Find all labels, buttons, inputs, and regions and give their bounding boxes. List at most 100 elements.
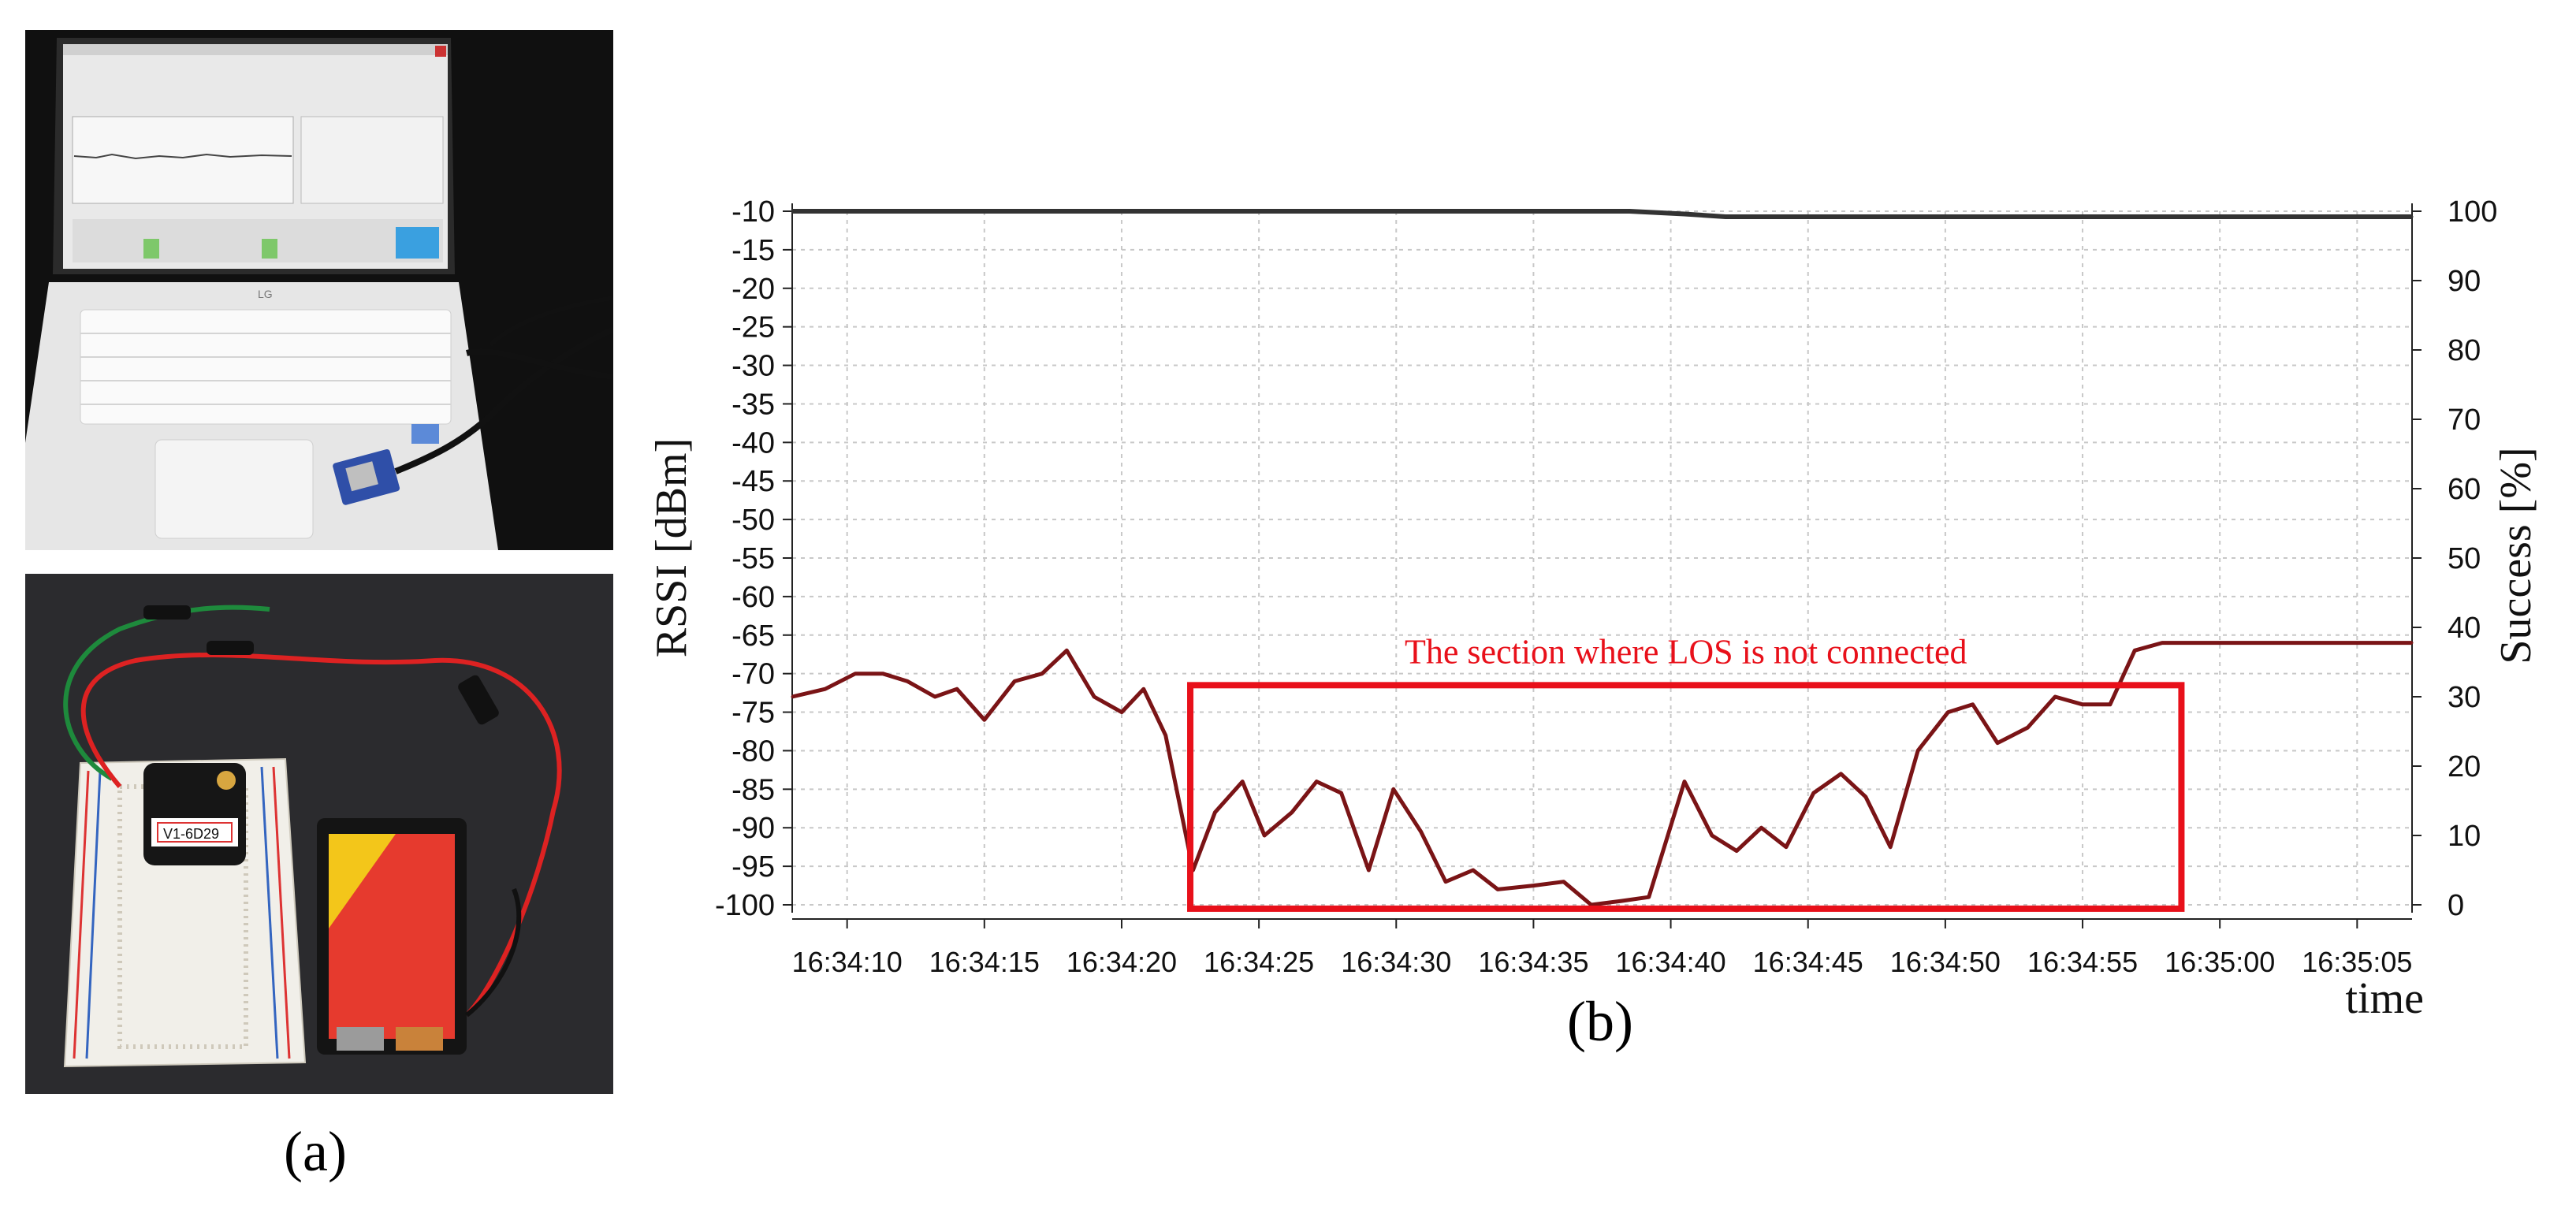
annotation-layer: The section where LOS is not connected <box>1187 632 2185 912</box>
data-point-rssi <box>1263 834 1266 837</box>
data-point-success <box>1724 215 1727 218</box>
right-y-tick-label: 50 <box>2448 542 2481 575</box>
data-point-rssi <box>1647 895 1651 899</box>
x-tick-label: 16:34:30 <box>1341 946 1451 978</box>
x-ticks: 16:34:10 16:34:15 16:34:20 16:34:25 16:34:30… <box>792 946 2413 978</box>
data-point-success <box>791 210 794 213</box>
data-point-rssi <box>2053 695 2057 698</box>
x-tick-label: 16:34:10 <box>792 946 903 978</box>
data-point-rssi <box>983 718 986 721</box>
data-point-rssi <box>1735 850 1738 853</box>
data-point-rssi <box>1946 711 1949 714</box>
data-point-rssi <box>1241 780 1244 783</box>
left-y-tick-label: -65 <box>731 620 775 653</box>
data-point-rssi <box>1093 695 1096 698</box>
left-y-tick-label: -80 <box>731 735 775 768</box>
left-y-tick-label: -90 <box>731 812 775 845</box>
right-y-tick-label: 0 <box>2448 889 2464 922</box>
x-tick-label: 16:35:00 <box>2165 946 2275 978</box>
data-point-rssi <box>1971 703 1975 706</box>
data-point-rssi <box>1889 846 1892 849</box>
x-tick-label: 16:34:55 <box>2027 946 2138 978</box>
data-point-rssi <box>2081 703 2084 706</box>
x-tick-label: 16:34:15 <box>929 946 1040 978</box>
data-point-rssi <box>2246 642 2249 645</box>
data-point-rssi <box>2216 642 2219 645</box>
data-point-rssi <box>1420 830 1423 833</box>
left-y-tick-label: -85 <box>731 773 775 806</box>
data-point-rssi <box>1367 869 1370 872</box>
series-line-success <box>792 209 2412 219</box>
data-point-rssi <box>1444 880 1447 884</box>
left-y-tick-label: -35 <box>731 388 775 421</box>
laptop-brand-text: LG <box>258 288 273 300</box>
left-y-tick-label: -75 <box>731 697 775 730</box>
right-y-tick-label: 90 <box>2448 265 2481 298</box>
left-y-tick-label: -10 <box>731 195 775 229</box>
data-point-rssi <box>2383 642 2386 645</box>
data-point-rssi <box>1164 734 1167 737</box>
data-point-success <box>2410 215 2414 218</box>
data-point-rssi <box>1340 791 1343 794</box>
data-point-rssi <box>1065 649 1068 652</box>
module-label-text: V1-6D29 <box>163 826 219 842</box>
x-axis-title: time <box>2345 974 2424 1023</box>
data-point-rssi <box>1213 811 1216 814</box>
breadboard-photo-graphic: V1-6D29 <box>25 574 613 1094</box>
data-point-rssi <box>2133 649 2136 652</box>
data-point-rssi <box>1120 711 1123 714</box>
data-point-rssi <box>1562 880 1565 884</box>
right-y-tick-label: 80 <box>2448 334 2481 367</box>
x-tick-label: 16:34:35 <box>1478 946 1588 978</box>
right-y-tick-label: 60 <box>2448 473 2481 506</box>
left-y-tick-label: -40 <box>731 426 775 460</box>
caption-b: (b) <box>1567 990 1633 1053</box>
data-point-rssi <box>1760 826 1763 829</box>
x-tick-label: 16:34:45 <box>1753 946 1863 978</box>
series-lines <box>791 209 2414 907</box>
annotation-text: The section where LOS is not connected <box>1405 632 1967 671</box>
right-y-tick-label: 100 <box>2448 195 2497 229</box>
right-y-tick-label: 70 <box>2448 404 2481 437</box>
data-point-rssi <box>1532 884 1535 887</box>
data-point-rssi <box>1711 834 1714 837</box>
data-point-rssi <box>1620 899 1623 902</box>
data-point-rssi <box>824 687 827 690</box>
breadboard-setup-photo: V1-6D29 <box>25 574 613 1094</box>
left-y-ticks: -10 -15 -20 -25 -30 -35 -40 -45 -50 -55 -60 -65 -70 -… <box>715 195 775 922</box>
laptop-setup-photo: LG <box>25 30 613 550</box>
data-point-rssi <box>881 672 884 675</box>
left-y-tick-label: -50 <box>731 504 775 537</box>
data-point-rssi <box>2161 642 2164 645</box>
data-point-rssi <box>854 672 857 675</box>
laptop-photo-graphic: LG <box>25 30 613 550</box>
left-y-tick-label: -15 <box>731 234 775 267</box>
data-point-rssi <box>906 679 909 683</box>
right-y-tick-label: 30 <box>2448 681 2481 714</box>
data-point-rssi <box>1472 869 1475 872</box>
left-y-tick-label: -45 <box>731 465 775 498</box>
right-y-axis-title: Success [%] <box>2492 447 2541 664</box>
data-point-rssi <box>1996 742 1999 745</box>
data-point-rssi <box>791 695 794 698</box>
data-point-rssi <box>1290 811 1294 814</box>
left-y-tick-label: -55 <box>731 542 775 575</box>
data-point-rssi <box>1916 749 1919 752</box>
x-tick-label: 16:34:40 <box>1616 946 1726 978</box>
left-y-tick-label: -25 <box>731 311 775 344</box>
data-point-rssi <box>1496 887 1499 891</box>
data-point-rssi <box>2301 642 2304 645</box>
data-point-rssi <box>1040 672 1044 675</box>
data-point-success <box>1628 210 1631 213</box>
data-point-rssi <box>2273 642 2276 645</box>
data-point-rssi <box>2355 642 2358 645</box>
data-point-rssi <box>1812 791 1815 794</box>
data-point-rssi <box>933 695 936 698</box>
data-point-rssi <box>1785 846 1788 849</box>
x-tick-label: 16:35:05 <box>2302 946 2412 978</box>
data-point-rssi <box>1315 780 1318 783</box>
data-point-rssi <box>1392 787 1395 791</box>
data-point-rssi <box>2188 642 2191 645</box>
data-point-rssi <box>1683 780 1686 783</box>
